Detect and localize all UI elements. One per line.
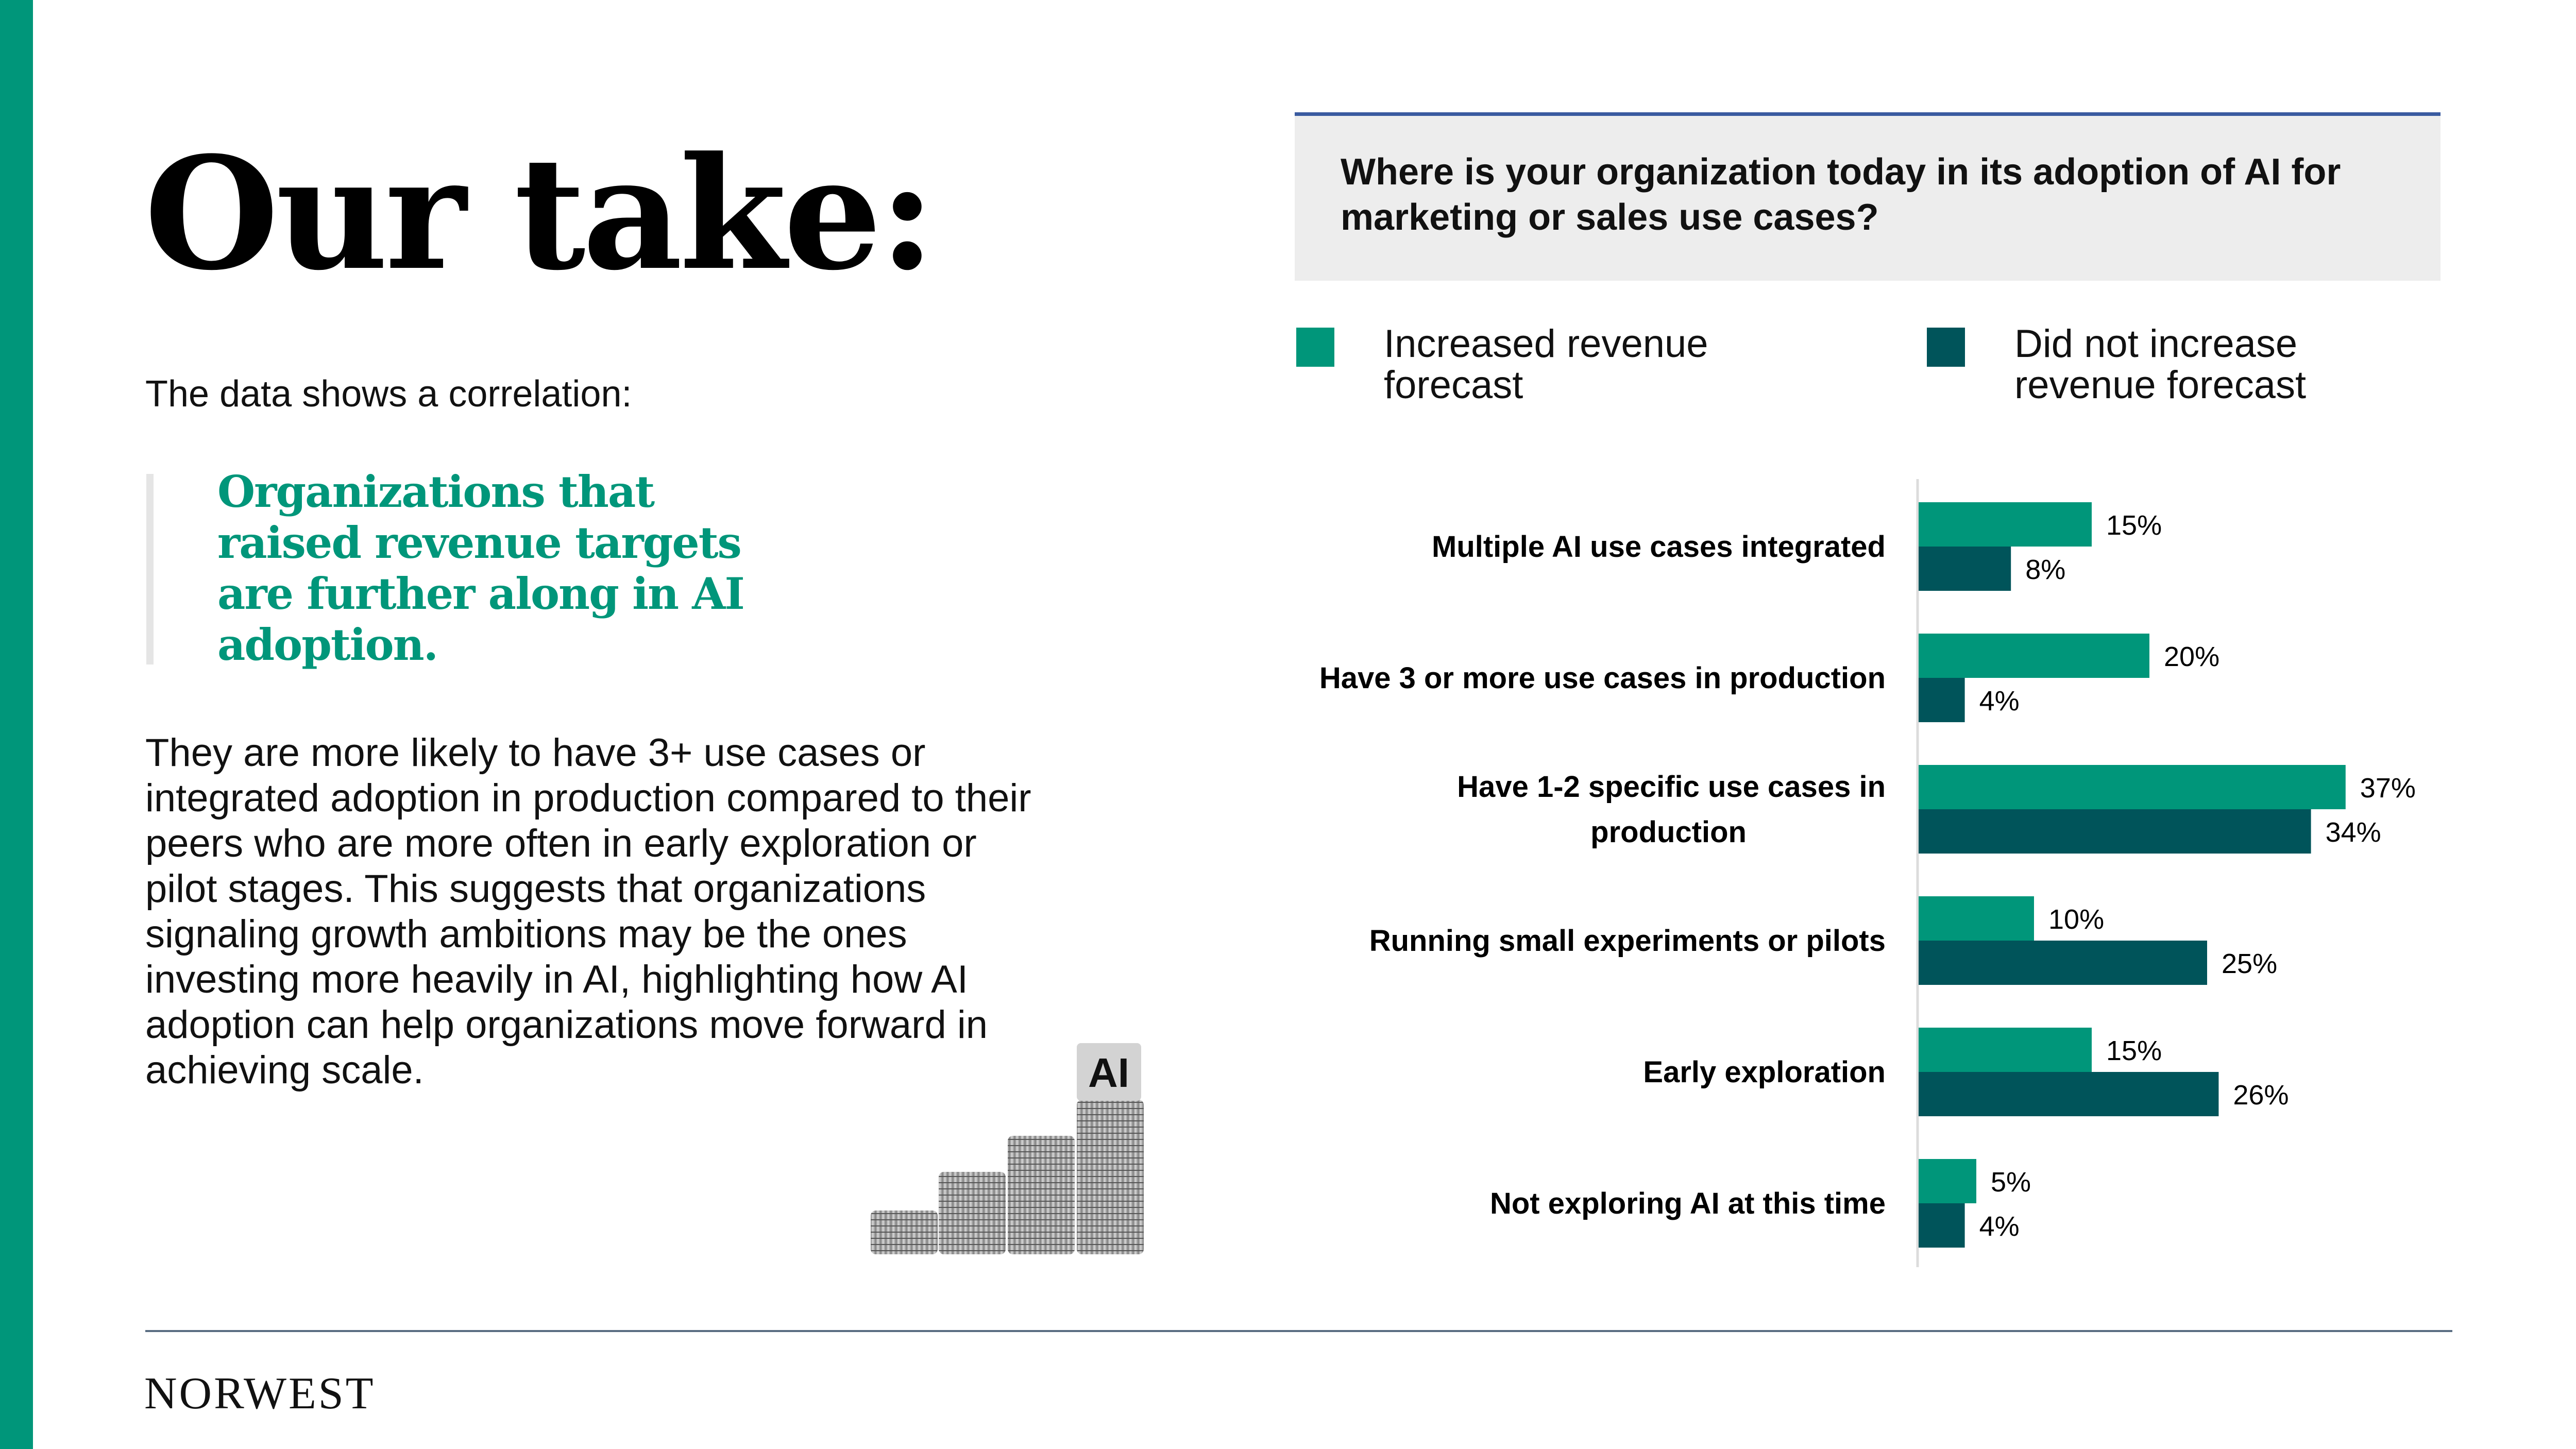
quote-bar	[146, 474, 154, 664]
value-label: 25%	[2222, 948, 2277, 979]
body-paragraph: They are more likely to have 3+ use case…	[145, 731, 1031, 1092]
pull-quote: Organizations that raised revenue target…	[217, 466, 745, 670]
bar-increased	[1919, 1159, 1976, 1203]
legend-label-not-increased: Did not increase revenue forecast	[2014, 322, 2307, 407]
chart-title: Where is your organization today in its …	[1341, 151, 2341, 238]
legend-label-increased: Increased revenue forecast	[1384, 322, 1708, 407]
category-label: Running small experiments or pilots	[1369, 924, 1886, 958]
category-label: Multiple AI use cases integrated	[1432, 530, 1886, 564]
value-label: 4%	[1979, 686, 2020, 717]
value-label: 10%	[2048, 904, 2104, 935]
legend-swatch-not-increased	[1927, 328, 1965, 367]
bar-not-increased	[1919, 809, 2311, 854]
ai-block-label: AI	[1088, 1050, 1129, 1096]
bar-increased	[1919, 634, 2149, 678]
bar-increased	[1919, 765, 2346, 809]
coin-stacks-ai-image: AI	[871, 1043, 1144, 1254]
value-label: 20%	[2164, 641, 2219, 672]
value-label: 26%	[2233, 1080, 2289, 1111]
norwest-logo: NORWEST	[144, 1369, 376, 1419]
value-label: 37%	[2360, 773, 2416, 804]
value-label: 5%	[1991, 1167, 2031, 1198]
value-label: 15%	[2106, 510, 2162, 541]
bar-not-increased	[1919, 678, 1965, 722]
bar-not-increased	[1919, 547, 2011, 591]
bar-increased	[1919, 1028, 2092, 1072]
category-label: Not exploring AI at this time	[1490, 1187, 1886, 1220]
bar-chart: Multiple AI use cases integrated 15% 8% Hav…	[1319, 479, 2416, 1267]
category-label: Early exploration	[1643, 1055, 1886, 1089]
accent-side-bar	[0, 0, 33, 1449]
value-label: 15%	[2106, 1035, 2162, 1066]
bar-not-increased	[1919, 941, 2207, 985]
value-label: 8%	[2025, 554, 2065, 585]
bar-increased	[1919, 502, 2092, 547]
bar-increased	[1919, 896, 2034, 941]
value-label: 4%	[1979, 1211, 2020, 1242]
page-title: Our take:	[144, 123, 936, 304]
category-label: Have 3 or more use cases in production	[1319, 661, 1886, 695]
intro-text: The data shows a correlation:	[145, 373, 632, 415]
bar-not-increased	[1919, 1203, 1965, 1248]
legend-swatch-increased	[1296, 328, 1334, 367]
footer-divider	[145, 1330, 2452, 1332]
value-label: 34%	[2326, 817, 2381, 848]
category-label: Have 1-2 specific use cases in production	[1457, 770, 1886, 849]
question-box	[1295, 112, 2441, 281]
bar-not-increased	[1919, 1072, 2219, 1116]
